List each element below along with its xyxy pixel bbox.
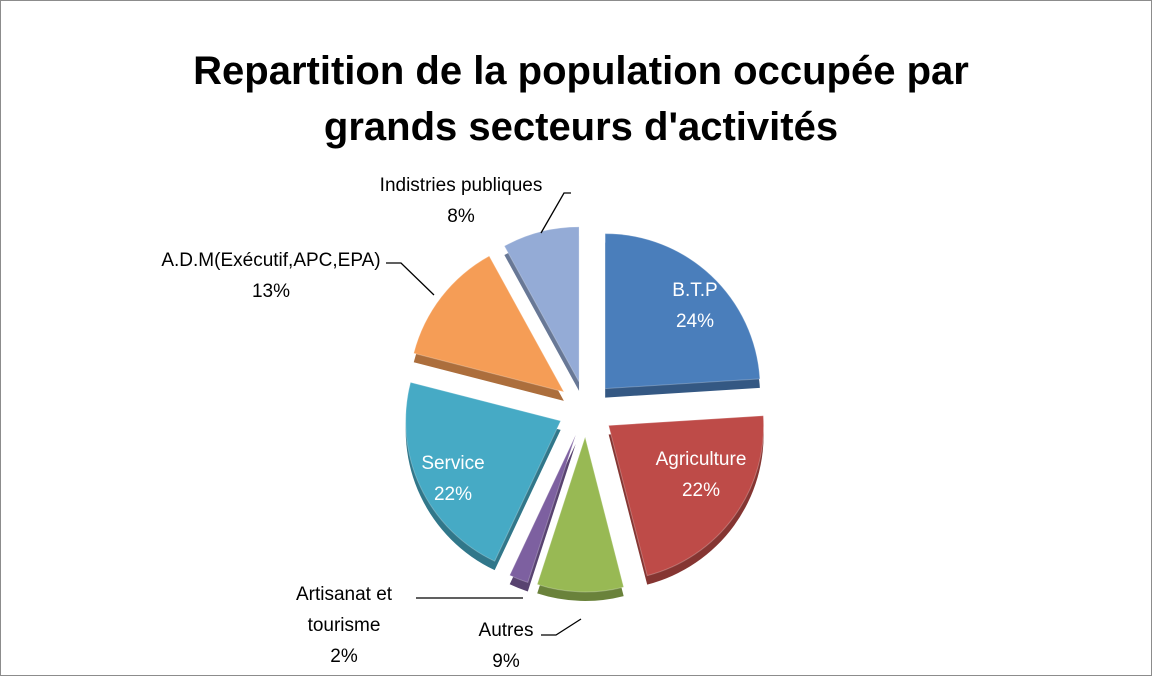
slice <box>536 435 625 593</box>
slice-label: Artisanat et tourisme 2% <box>269 579 419 672</box>
chart-title: Repartition de la population occupée par… <box>193 49 969 149</box>
slice <box>405 381 562 562</box>
slice <box>509 434 577 584</box>
slice <box>503 226 580 383</box>
slice <box>413 255 565 393</box>
slice-label: Agriculture 22% <box>621 444 781 506</box>
slice-category: Autres <box>478 620 534 641</box>
slice-label: Indistries publiques 8% <box>331 170 591 232</box>
slice-label: Service 22% <box>373 448 533 510</box>
slice-category: Agriculture <box>655 449 747 470</box>
slice-value: 22% <box>433 484 473 505</box>
slice-value: 8% <box>447 206 475 227</box>
slice <box>608 415 765 577</box>
slice-label: A.D.M(Exécutif,APC,EPA) 13% <box>161 245 381 307</box>
slice <box>604 233 761 390</box>
slice-value: 13% <box>251 281 291 302</box>
leader-line <box>386 262 435 296</box>
slice-value: 9% <box>492 651 520 672</box>
slice-category: Artisanat et tourisme <box>295 584 393 636</box>
leader-line <box>541 618 582 636</box>
slice-value: 2% <box>330 646 358 667</box>
slice-value: 24% <box>675 311 715 332</box>
slice-category: Service <box>421 453 485 474</box>
slice-value: 22% <box>681 480 721 501</box>
slice-category: B.T.P <box>672 280 718 301</box>
slice-category: Indistries publiques <box>379 175 543 196</box>
leader-line <box>540 192 571 234</box>
slices <box>405 226 765 601</box>
slice-category: A.D.M(Exécutif,APC,EPA) <box>161 250 381 271</box>
leader-lines <box>386 192 582 636</box>
slice-label: B.T.P 24% <box>615 275 775 337</box>
slice-label: Autres 9% <box>431 615 581 675</box>
